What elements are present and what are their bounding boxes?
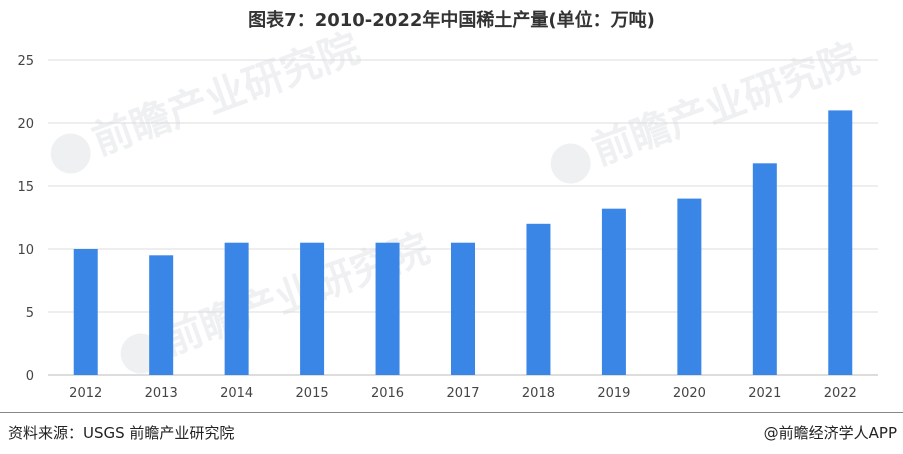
y-tick-label: 5 — [26, 306, 34, 321]
x-tick-label: 2019 — [597, 386, 630, 401]
bar — [828, 110, 853, 376]
y-tick-label: 15 — [17, 180, 34, 195]
bar — [451, 242, 475, 375]
x-tick-label: 2020 — [673, 386, 706, 401]
x-tick-label: 2017 — [446, 386, 479, 401]
bar — [752, 163, 777, 375]
bar — [375, 242, 400, 375]
x-tick-label: 2015 — [296, 386, 329, 401]
y-tick-label: 25 — [17, 54, 34, 69]
y-tick-label: 0 — [26, 369, 34, 384]
y-tick-label: 20 — [17, 117, 34, 132]
bar — [149, 255, 174, 375]
x-tick-label: 2013 — [145, 386, 178, 401]
bar — [224, 242, 249, 375]
x-tick-label: 2022 — [824, 386, 857, 401]
brand-credit: @前瞻经济学人APP — [763, 424, 897, 442]
footer-divider — [0, 412, 903, 413]
bar-chart: 0 5 10 15 20 25 2012 2013 2014 2015 2016 2017 2018 20… — [17, 54, 878, 401]
bar — [677, 198, 702, 375]
bar — [526, 223, 551, 375]
bar — [300, 242, 325, 375]
x-tick-label: 2016 — [371, 386, 404, 401]
y-tick-label: 10 — [17, 243, 34, 258]
chart-title: 图表7：2010-2022年中国稀土产量(单位：万吨) — [248, 10, 655, 31]
bar — [73, 249, 98, 375]
x-tick-label: 2018 — [522, 386, 555, 401]
x-tick-label: 2012 — [69, 386, 102, 401]
x-tick-label: 2014 — [220, 386, 253, 401]
source-note: 资料来源：USGS 前瞻产业研究院 — [8, 424, 235, 442]
bar — [601, 208, 626, 375]
x-tick-label: 2021 — [748, 386, 781, 401]
